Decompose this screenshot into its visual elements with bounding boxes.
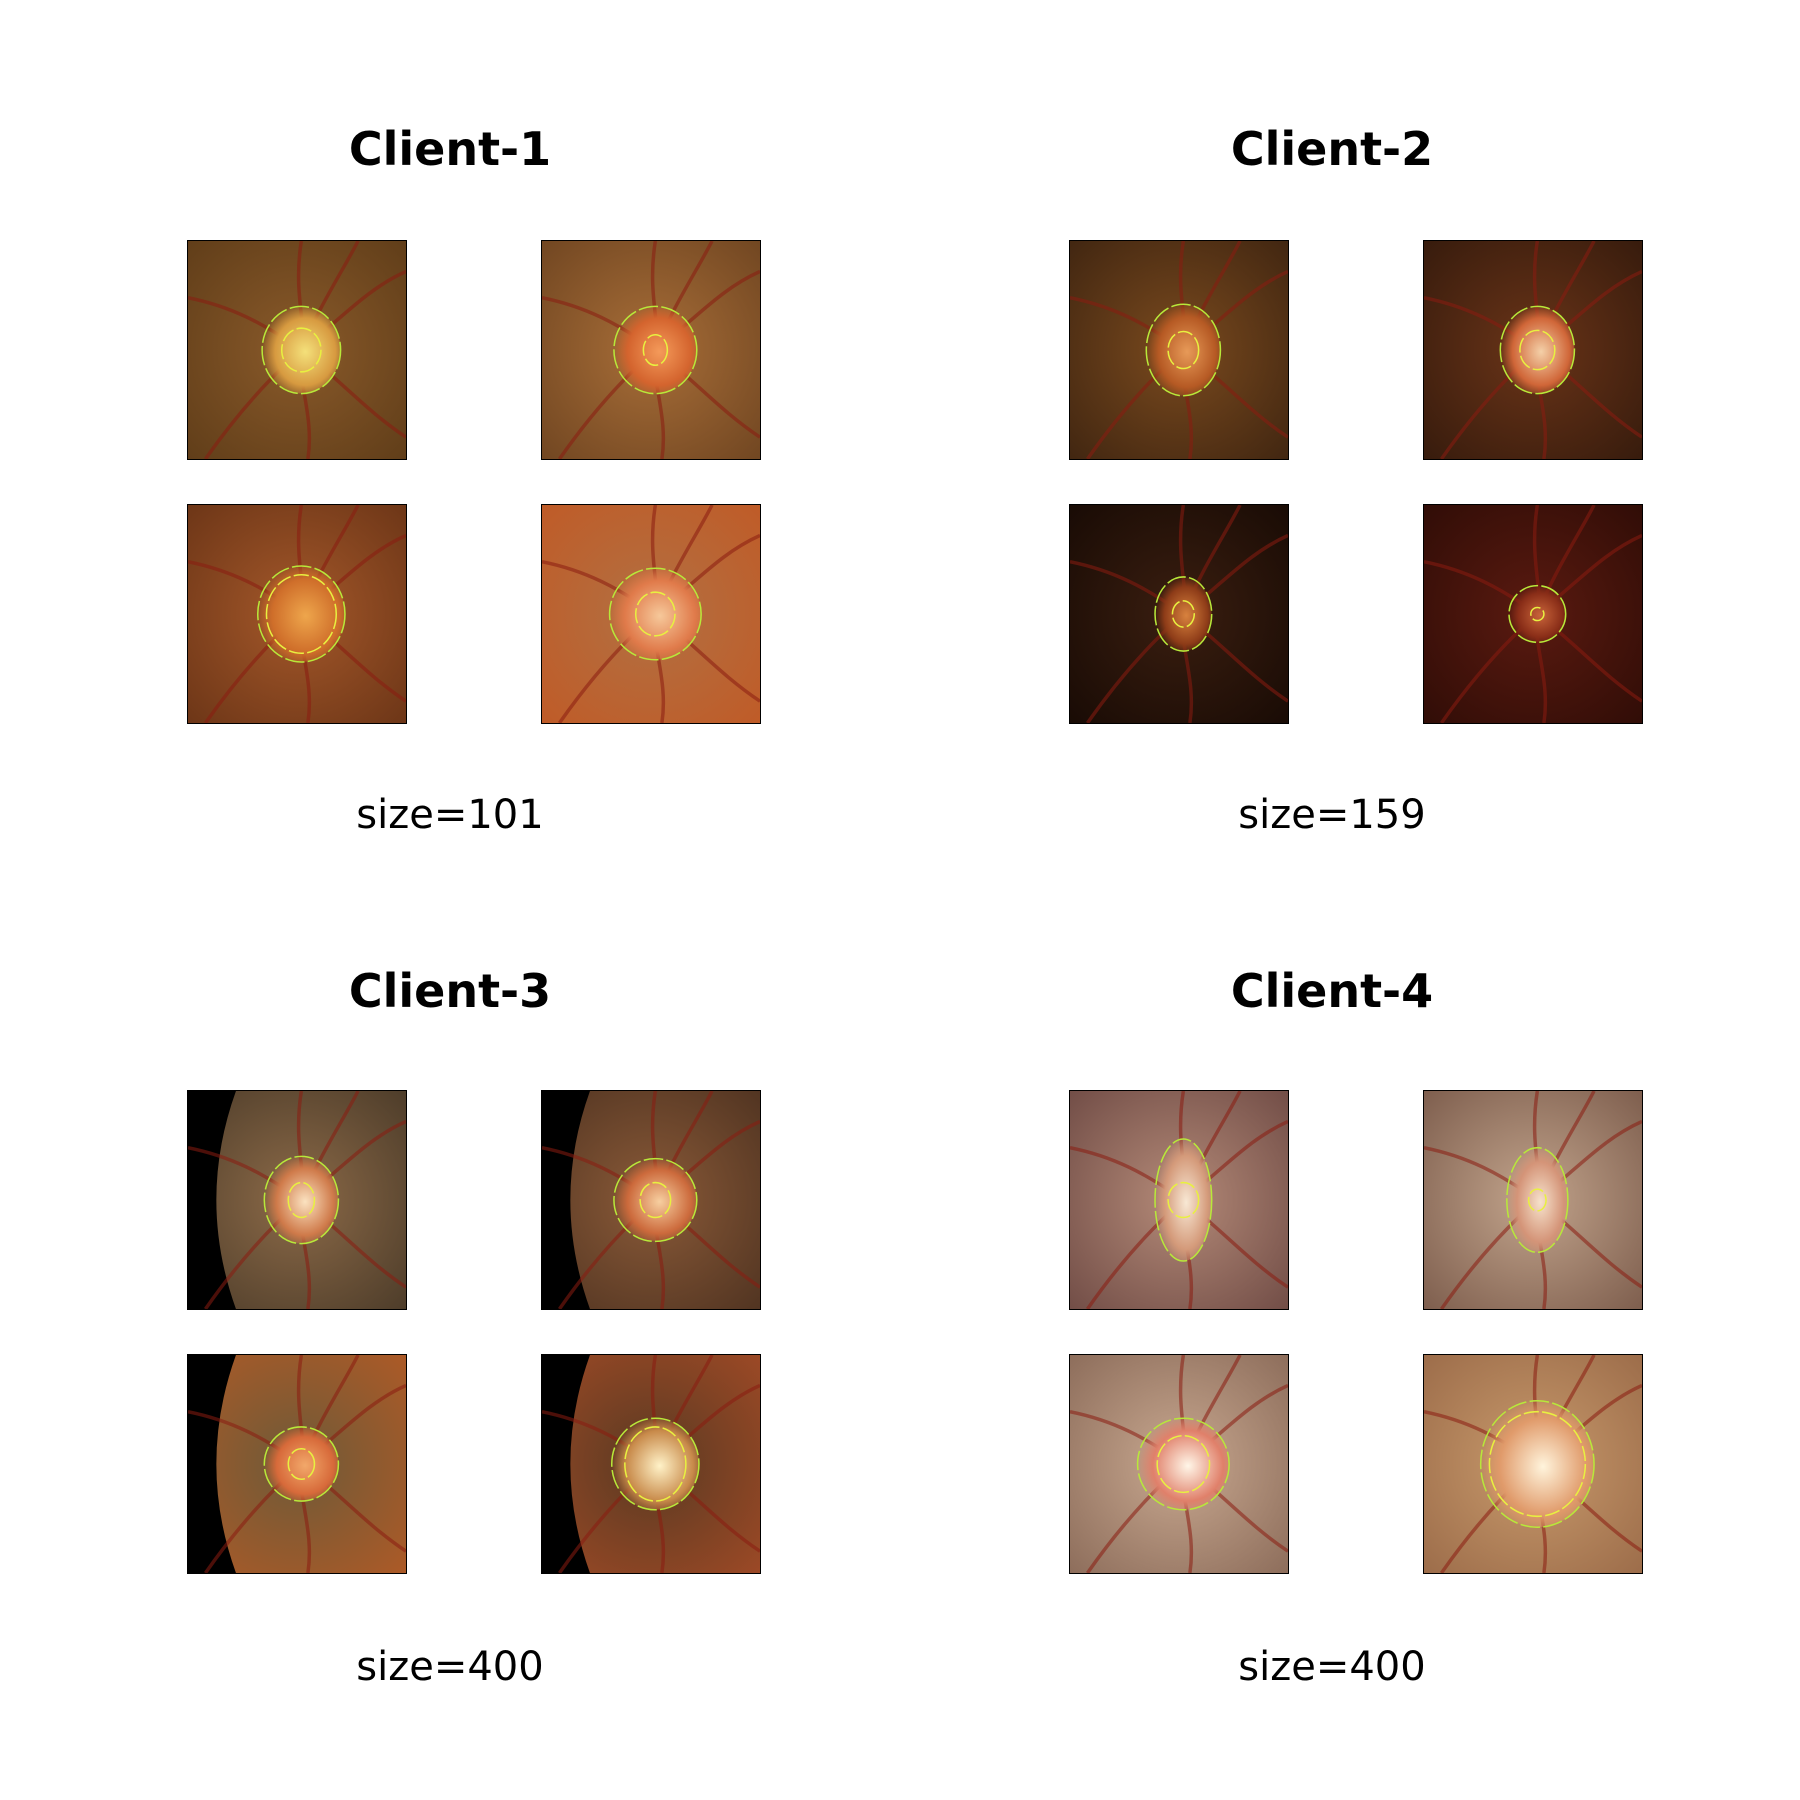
fundus-svg — [1070, 1091, 1288, 1309]
fundus-svg — [1424, 1091, 1642, 1309]
client-title: Client-4 — [882, 964, 1782, 1018]
fundus-svg — [542, 505, 760, 723]
client-title: Client-2 — [882, 122, 1782, 176]
fundus-image — [187, 1354, 407, 1574]
client-panel: Client-2 size=159 — [882, 0, 1782, 840]
client-panel: Client-4 size=400 — [882, 850, 1782, 1690]
fundus-svg — [1424, 505, 1642, 723]
fundus-svg — [188, 505, 406, 723]
fundus-svg — [542, 1355, 760, 1573]
fundus-image — [1423, 504, 1643, 724]
fundus-svg — [1070, 1355, 1288, 1573]
fundus-svg — [1424, 241, 1642, 459]
client-panel: Client-3 size=400 — [0, 850, 900, 1690]
fundus-svg — [188, 1091, 406, 1309]
fundus-image — [541, 1090, 761, 1310]
fundus-svg — [542, 241, 760, 459]
fundus-svg — [1070, 505, 1288, 723]
fundus-image — [187, 240, 407, 460]
size-label: size=400 — [882, 1644, 1782, 1690]
fundus-image — [1423, 1090, 1643, 1310]
size-label: size=101 — [0, 792, 900, 838]
fundus-svg — [188, 1355, 406, 1573]
fundus-image — [187, 1090, 407, 1310]
client-panel: Client-1 size=101 — [0, 0, 900, 840]
fundus-svg — [1424, 1355, 1642, 1573]
fundus-image — [1069, 240, 1289, 460]
fundus-image — [1069, 1354, 1289, 1574]
fundus-image — [1423, 1354, 1643, 1574]
size-label: size=400 — [0, 1644, 900, 1690]
fundus-svg — [542, 1091, 760, 1309]
fundus-image — [541, 1354, 761, 1574]
size-label: size=159 — [882, 792, 1782, 838]
client-title: Client-1 — [0, 122, 900, 176]
fundus-image — [1069, 1090, 1289, 1310]
fundus-image — [541, 240, 761, 460]
fundus-image — [541, 504, 761, 724]
fundus-image — [1423, 240, 1643, 460]
fundus-image — [187, 504, 407, 724]
fundus-svg — [1070, 241, 1288, 459]
client-title: Client-3 — [0, 964, 900, 1018]
fundus-image — [1069, 504, 1289, 724]
fundus-svg — [188, 241, 406, 459]
